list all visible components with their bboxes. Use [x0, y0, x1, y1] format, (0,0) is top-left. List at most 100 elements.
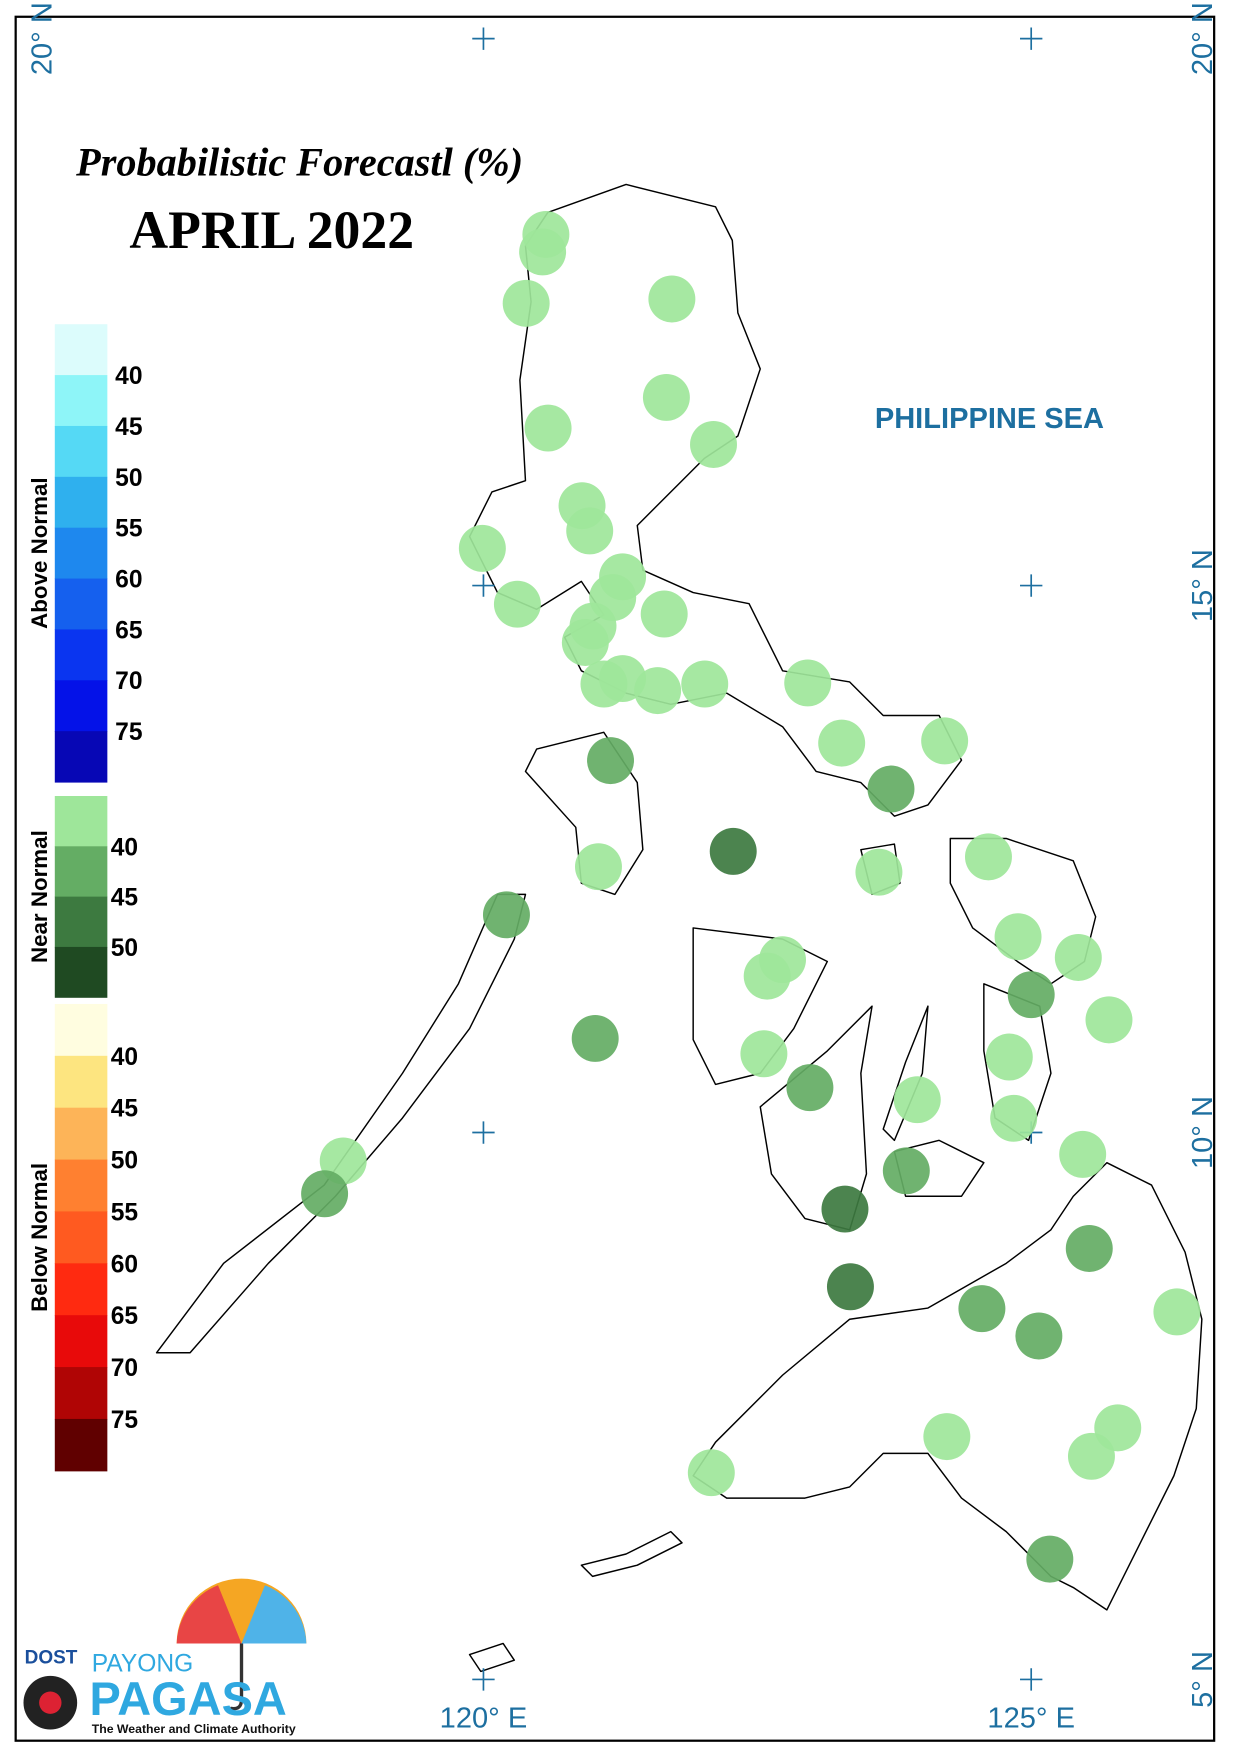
logo-handle [229, 1643, 244, 1711]
station [826, 1263, 874, 1311]
station [1054, 934, 1102, 981]
station [743, 952, 791, 1000]
legend-swatch [54, 578, 108, 630]
legend-swatch [54, 1418, 108, 1472]
station [587, 737, 635, 785]
legend-group-title: Above Normal [27, 477, 52, 628]
station [818, 719, 866, 767]
station [964, 833, 1012, 881]
legend-swatch [54, 1003, 108, 1057]
station [882, 1147, 930, 1195]
logo-agency: DOST [25, 1648, 78, 1669]
station [709, 827, 757, 875]
station [502, 279, 550, 327]
logo-seal-center [39, 1691, 62, 1714]
station [786, 1064, 834, 1112]
station [634, 667, 682, 715]
legend-swatch [54, 796, 108, 847]
station [923, 1413, 971, 1461]
logo-brand-top: PAYONG [92, 1650, 194, 1677]
graticule-cross [1020, 27, 1043, 50]
legend-label: 55 [111, 1199, 138, 1226]
legend-group-title: Below Normal [27, 1163, 52, 1312]
legend-label: 50 [115, 465, 142, 492]
legend-swatch [54, 896, 108, 948]
legend-swatch [54, 1107, 108, 1161]
logo-tagline: The Weather and Climate Authority [92, 1722, 296, 1736]
graticule-cross [472, 574, 495, 597]
station [958, 1285, 1006, 1333]
legend-swatch [54, 731, 108, 783]
legend-label: 40 [111, 834, 138, 861]
legend-swatch [54, 680, 108, 732]
station [482, 891, 530, 939]
station [921, 717, 969, 765]
logo-umbrella-left [176, 1585, 242, 1644]
stations [301, 210, 1201, 1583]
station [1015, 1312, 1063, 1360]
station [642, 373, 690, 421]
legend-label: 50 [111, 1148, 138, 1175]
legend-label: 45 [115, 414, 142, 441]
legend-label: 65 [115, 617, 142, 644]
station [493, 580, 541, 628]
graticule-cross [472, 1121, 495, 1144]
logo-brand: PAGASA [89, 1672, 286, 1725]
graticule-cross [1020, 1668, 1043, 1691]
legend-swatch [54, 1211, 108, 1264]
title: Probabilistic Forecastl (%) [75, 140, 523, 185]
lat-label: 10° N [1187, 1096, 1219, 1169]
legend-swatch [54, 1263, 108, 1316]
station [1026, 1535, 1074, 1583]
lat-label: 15° N [1187, 549, 1219, 622]
station [640, 590, 688, 638]
station [855, 848, 903, 896]
legend-label: 70 [115, 668, 142, 695]
legend-group-title: Near Normal [27, 830, 52, 963]
station [784, 659, 832, 707]
legend-label: 40 [115, 363, 142, 390]
graticule: 120° E 125° E 20° N 20° N 15° N 10° N 5° N [26, 2, 1218, 1734]
station [985, 1033, 1033, 1081]
lon-label: 120° E [440, 1702, 528, 1734]
station [1085, 996, 1133, 1044]
legend-label: 45 [111, 1096, 138, 1123]
legend-swatch [54, 629, 108, 681]
legend-label: 45 [111, 885, 138, 912]
legend-label: 60 [111, 1251, 138, 1278]
legend: 40 45 50 55 60 65 70 75 Above Normal 40 45 50 Near N… [27, 324, 143, 1472]
station [519, 228, 567, 276]
station [571, 1014, 619, 1062]
station [574, 843, 622, 891]
legend-swatch [54, 476, 108, 529]
sulu-islands [468, 1530, 683, 1673]
legend-label: 50 [111, 935, 138, 962]
station [561, 618, 609, 666]
station [867, 765, 915, 813]
station [1067, 1432, 1115, 1480]
station [994, 913, 1042, 961]
station [740, 1030, 788, 1078]
station [1007, 971, 1055, 1019]
legend-swatch [54, 1367, 108, 1420]
mindanao [692, 1161, 1203, 1611]
lon-label: 125° E [987, 1702, 1075, 1734]
station [524, 404, 572, 452]
station [1065, 1224, 1113, 1272]
legend-label: 65 [111, 1303, 138, 1330]
legend-label: 40 [111, 1044, 138, 1071]
legend-swatch [54, 1315, 108, 1368]
legend-swatch [54, 1055, 108, 1109]
graticule-cross [472, 1668, 495, 1691]
station [687, 1449, 735, 1497]
graticule-cross [472, 27, 495, 50]
legend-swatch [54, 375, 108, 427]
lat-label-left: 20° N [26, 2, 58, 75]
station [690, 420, 737, 468]
legend-swatch [54, 527, 108, 580]
station [1153, 1288, 1201, 1336]
legend-label: 75 [115, 719, 142, 746]
